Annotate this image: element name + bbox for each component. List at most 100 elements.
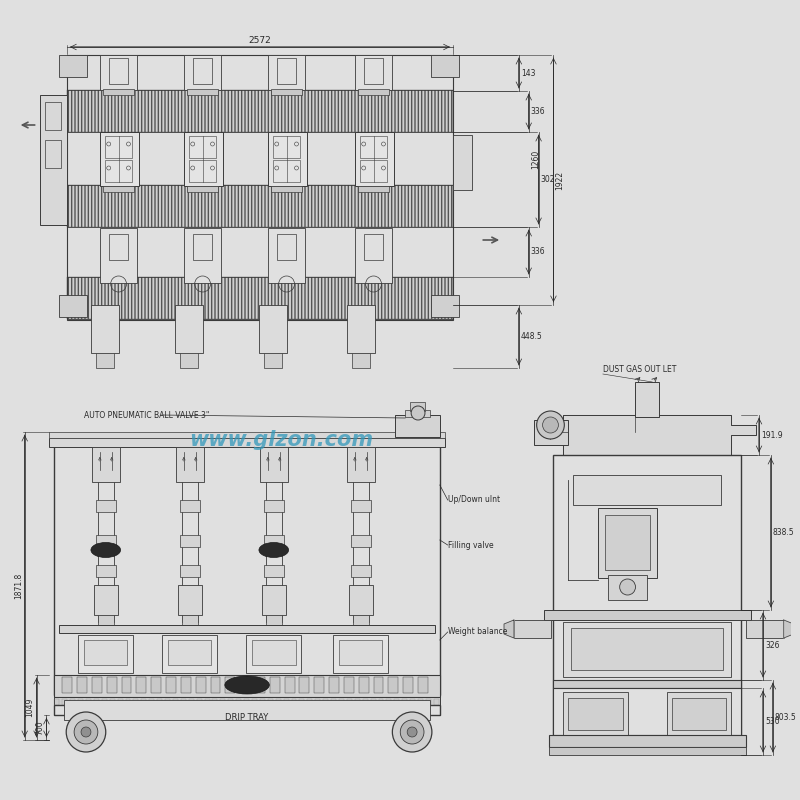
Bar xyxy=(193,234,213,260)
Circle shape xyxy=(407,727,417,737)
Bar xyxy=(189,699,194,705)
Bar xyxy=(136,677,146,693)
Bar xyxy=(364,234,383,260)
Bar xyxy=(110,699,114,705)
Bar xyxy=(109,234,129,260)
Bar xyxy=(277,234,297,260)
Text: 1260: 1260 xyxy=(530,150,540,169)
Bar xyxy=(220,699,226,705)
Bar xyxy=(62,677,72,693)
Bar xyxy=(86,699,91,705)
Bar xyxy=(162,635,218,673)
Polygon shape xyxy=(504,620,514,638)
Bar xyxy=(260,447,287,482)
Bar xyxy=(355,132,394,186)
Bar xyxy=(50,438,445,447)
Bar xyxy=(386,699,391,705)
Text: 336: 336 xyxy=(530,107,546,116)
Bar xyxy=(270,89,302,95)
Bar xyxy=(410,402,425,411)
Bar xyxy=(434,699,439,705)
Text: 838.5: 838.5 xyxy=(773,528,794,537)
Bar xyxy=(339,699,344,705)
Bar xyxy=(273,136,301,158)
Bar xyxy=(193,58,213,84)
Bar xyxy=(184,228,222,283)
Text: 2572: 2572 xyxy=(249,36,271,45)
Bar xyxy=(67,185,453,227)
Bar xyxy=(351,565,370,577)
Bar xyxy=(180,353,198,368)
Text: Up/Down ulnt: Up/Down ulnt xyxy=(448,495,500,505)
Bar xyxy=(667,692,731,737)
Bar xyxy=(284,699,289,705)
Bar xyxy=(554,455,742,735)
Bar xyxy=(67,90,453,132)
Bar xyxy=(549,747,746,755)
Bar xyxy=(226,677,235,693)
Bar xyxy=(96,565,116,577)
Bar xyxy=(54,699,59,705)
Bar xyxy=(514,620,551,638)
Bar xyxy=(196,677,206,693)
Bar xyxy=(189,160,217,182)
Bar xyxy=(182,447,198,622)
Bar xyxy=(39,95,67,225)
Circle shape xyxy=(537,411,564,439)
Bar xyxy=(268,699,273,705)
Bar xyxy=(240,677,250,693)
Bar xyxy=(59,295,87,317)
Bar xyxy=(197,699,202,705)
Bar xyxy=(246,635,302,673)
Bar xyxy=(549,735,746,747)
Bar xyxy=(96,500,116,512)
Bar xyxy=(109,58,129,84)
Bar xyxy=(181,677,190,693)
Bar xyxy=(46,140,62,168)
Bar xyxy=(150,699,154,705)
Bar xyxy=(168,640,211,665)
Bar xyxy=(403,677,413,693)
Bar xyxy=(255,677,265,693)
Circle shape xyxy=(411,406,425,420)
Bar xyxy=(266,615,282,625)
Bar xyxy=(182,615,198,625)
Bar xyxy=(355,699,360,705)
Bar xyxy=(426,699,431,705)
Bar xyxy=(351,535,370,547)
Bar xyxy=(54,675,440,697)
Bar xyxy=(598,508,658,578)
Bar xyxy=(554,688,742,735)
Bar xyxy=(59,625,435,633)
Bar xyxy=(270,186,302,192)
Bar xyxy=(96,353,114,368)
Text: Weight balance: Weight balance xyxy=(448,627,507,637)
Bar xyxy=(299,677,310,693)
Bar xyxy=(285,677,294,693)
Text: 700: 700 xyxy=(35,720,45,735)
Bar xyxy=(166,677,176,693)
Bar xyxy=(608,575,647,600)
Bar xyxy=(96,535,116,547)
Bar xyxy=(276,699,281,705)
Bar xyxy=(180,500,200,512)
Text: 1871.8: 1871.8 xyxy=(14,573,22,599)
Text: 530: 530 xyxy=(765,717,779,726)
Bar xyxy=(59,55,87,77)
Bar xyxy=(746,620,784,638)
Bar xyxy=(77,677,87,693)
Bar xyxy=(374,677,383,693)
Bar xyxy=(181,699,186,705)
Bar xyxy=(329,677,339,693)
Bar xyxy=(568,698,622,730)
Bar xyxy=(358,186,390,192)
Bar xyxy=(410,699,415,705)
Circle shape xyxy=(81,727,91,737)
Bar xyxy=(264,500,284,512)
Bar xyxy=(252,699,257,705)
Bar xyxy=(355,228,392,283)
Ellipse shape xyxy=(225,676,270,694)
Bar xyxy=(347,447,374,482)
Circle shape xyxy=(400,720,424,744)
Bar xyxy=(142,699,146,705)
